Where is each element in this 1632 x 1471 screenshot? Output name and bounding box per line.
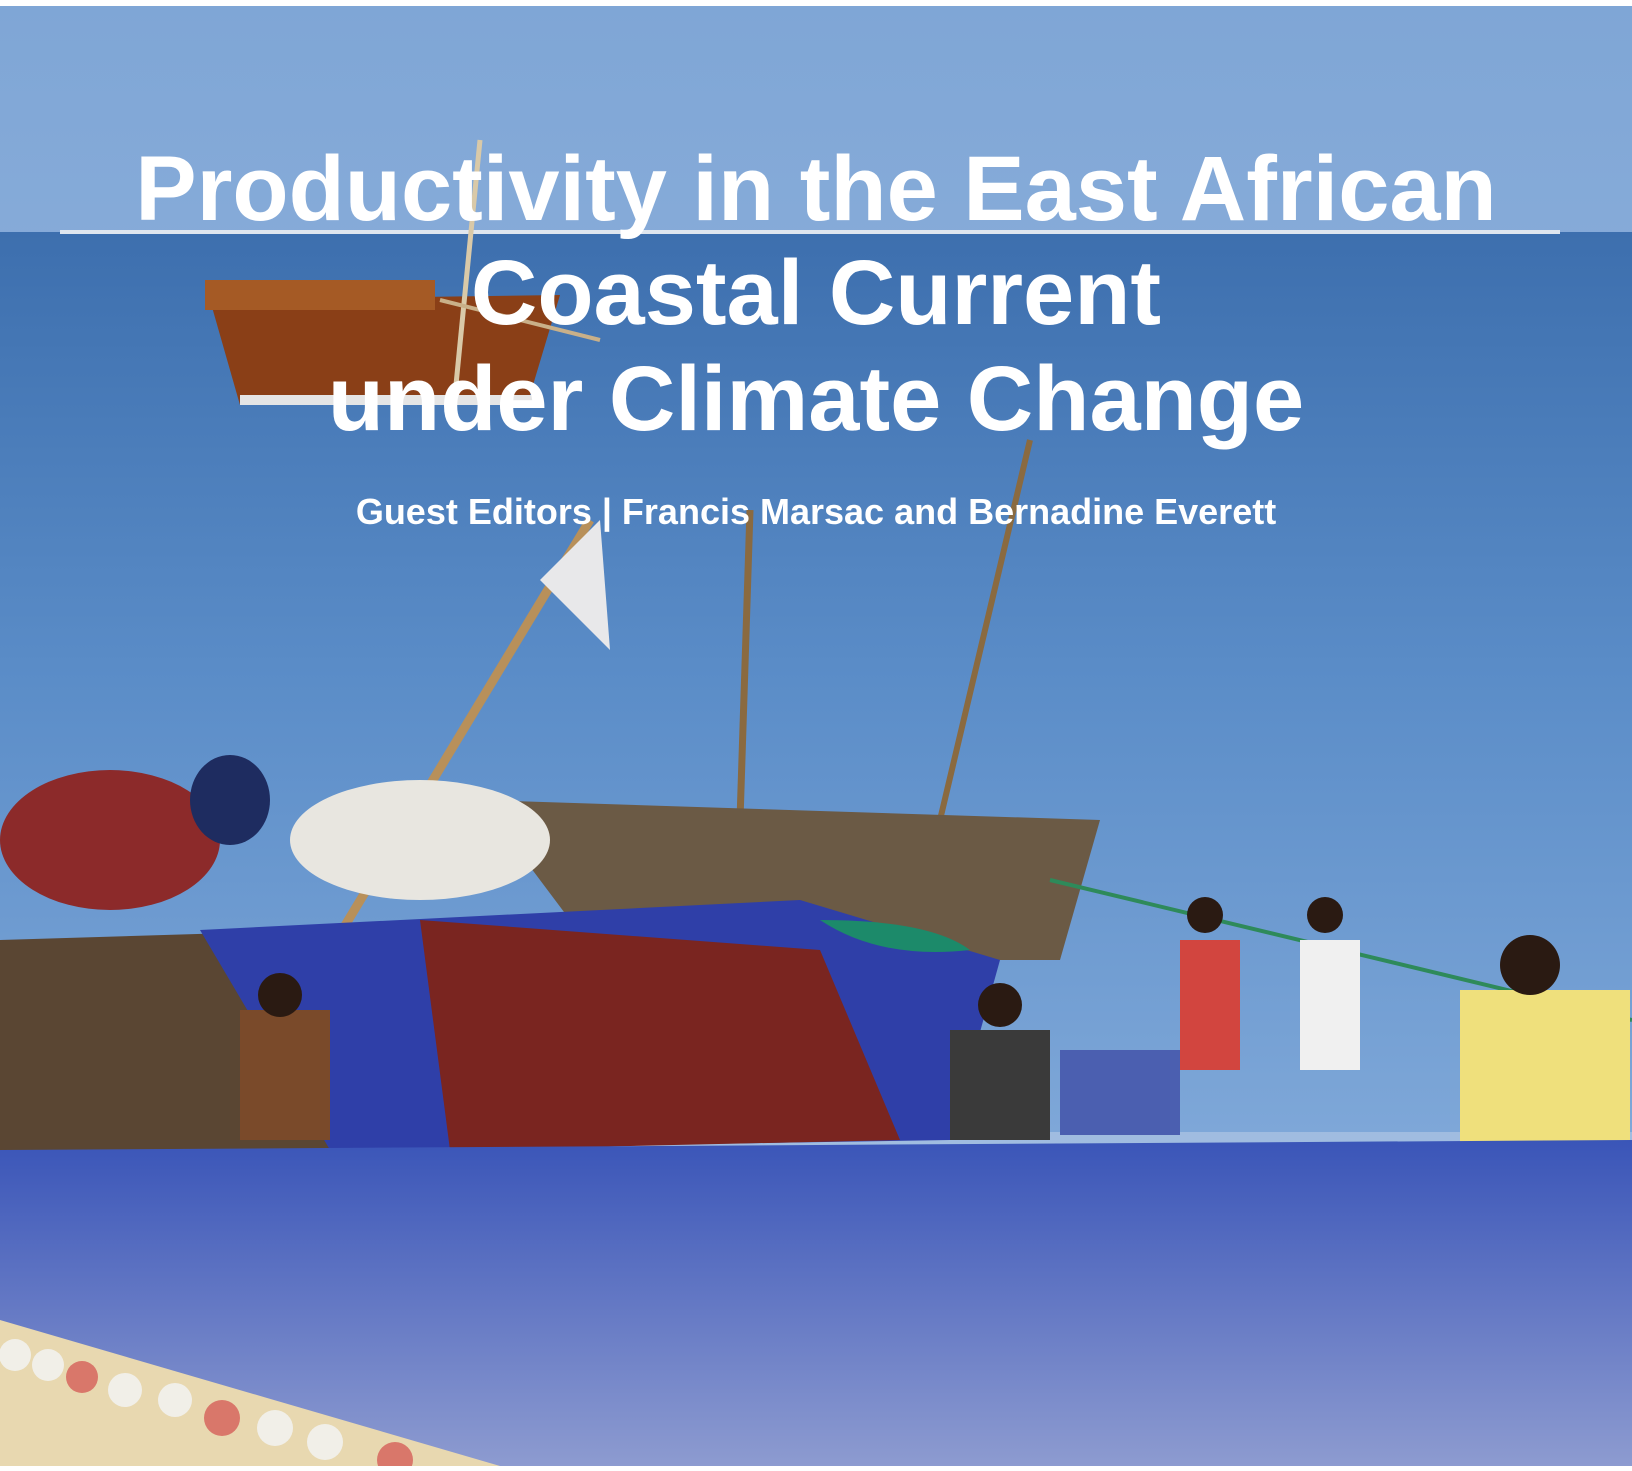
cover: Productivity in the East African Coastal…: [0, 0, 1632, 1471]
subtitle: Guest Editors | Francis Marsac and Berna…: [356, 491, 1276, 533]
title-line: Coastal Current: [471, 242, 1161, 344]
title-line: Productivity in the East African: [135, 138, 1497, 240]
page: Productivity in the East African Coastal…: [0, 0, 1632, 1471]
bottom-border: [0, 1466, 1632, 1471]
title-line: under Climate Change: [328, 348, 1304, 450]
